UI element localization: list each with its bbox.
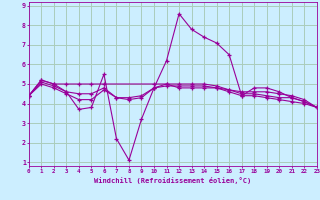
X-axis label: Windchill (Refroidissement éolien,°C): Windchill (Refroidissement éolien,°C): [94, 177, 252, 184]
